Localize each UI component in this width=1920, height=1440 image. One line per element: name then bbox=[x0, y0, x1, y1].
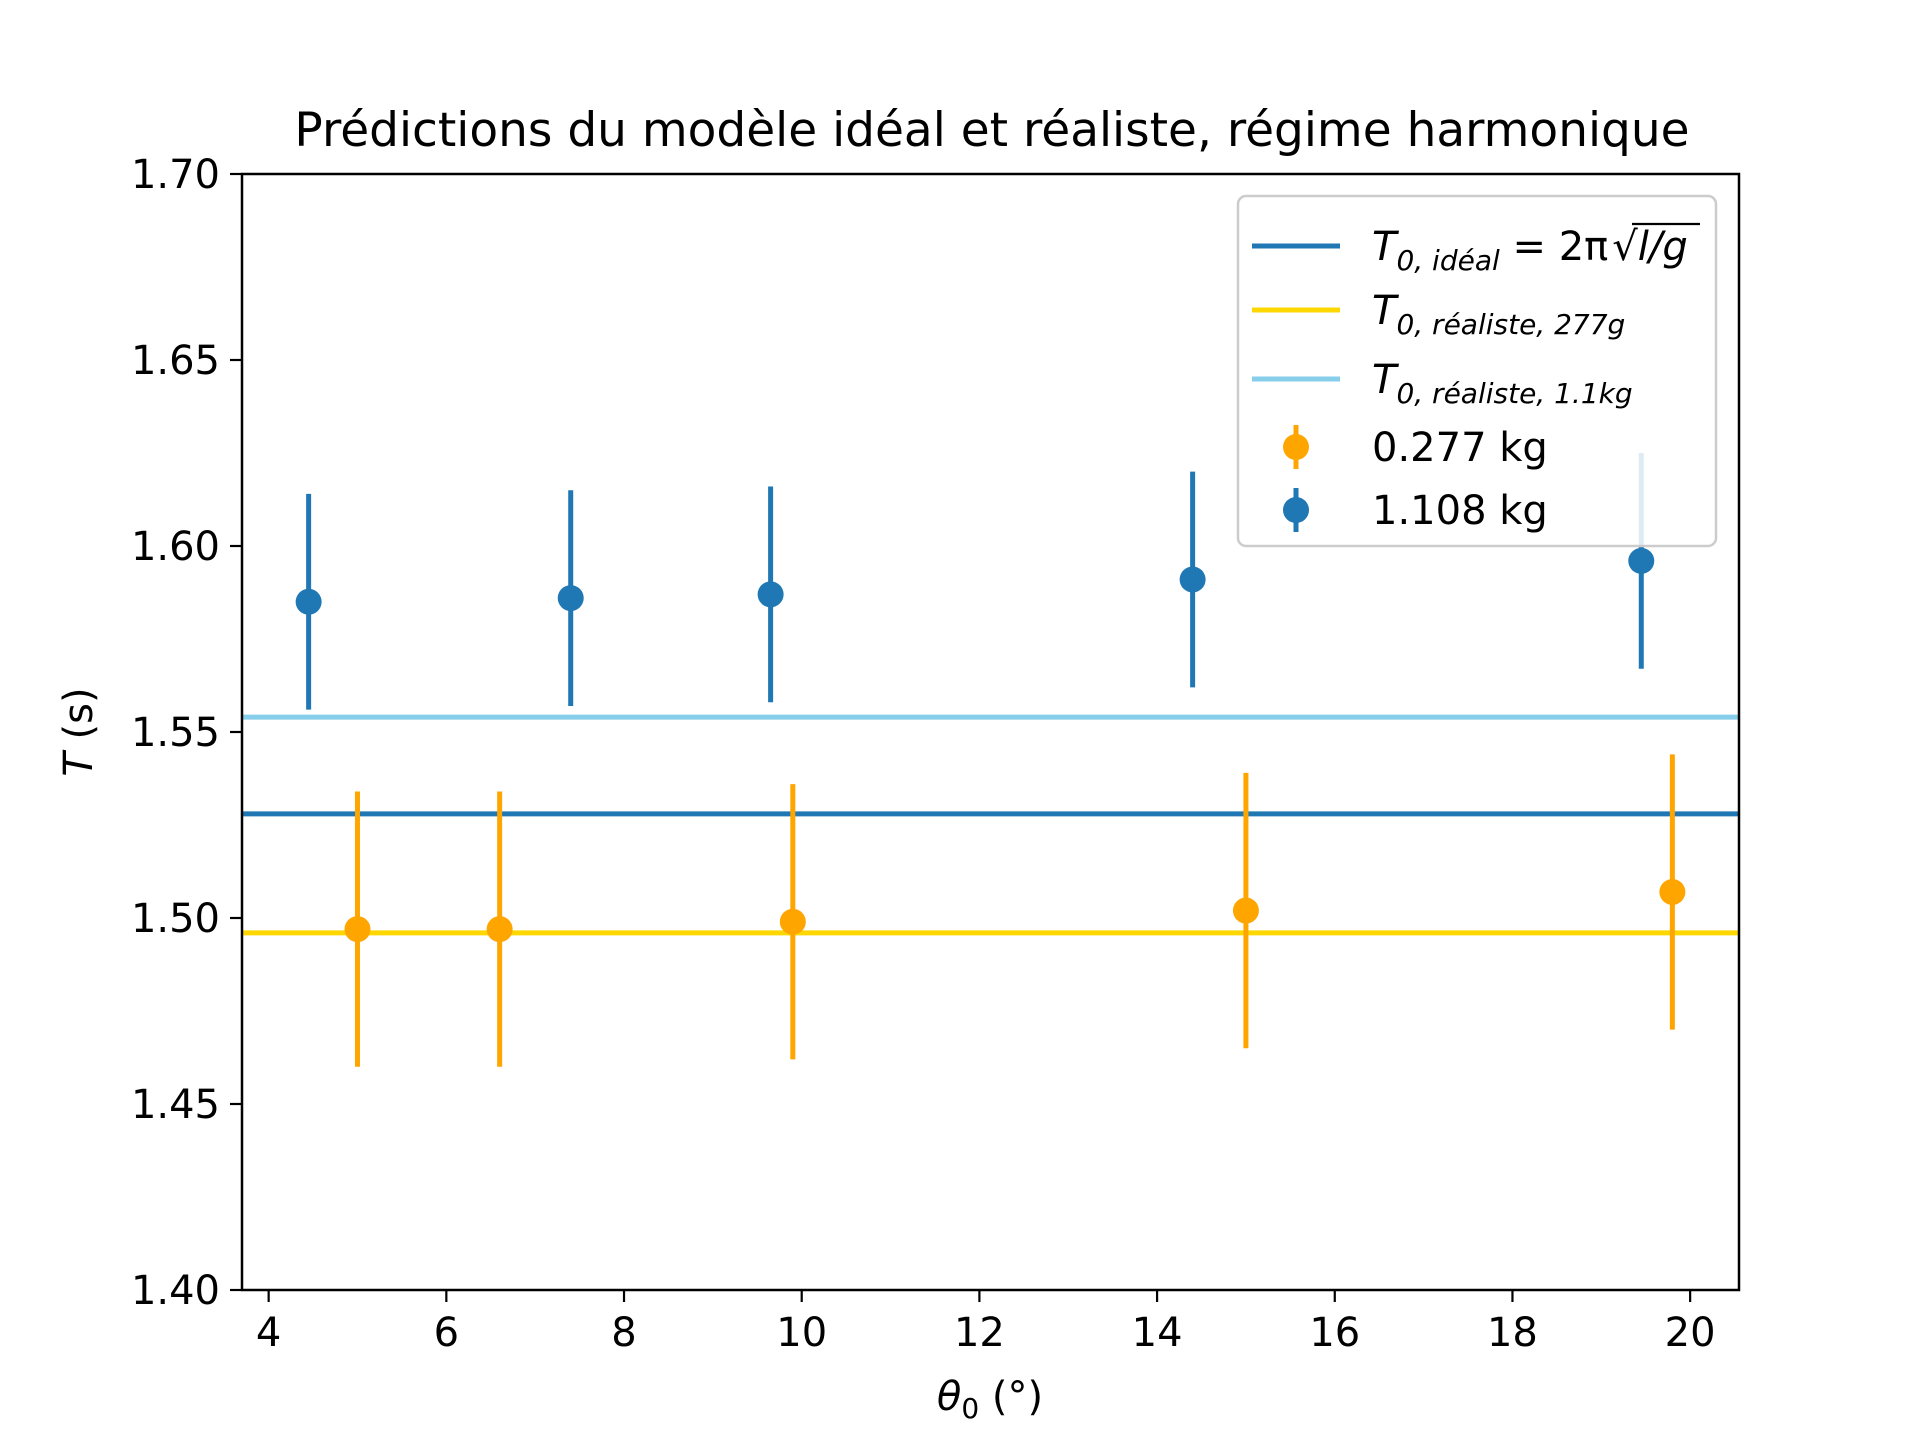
data-point bbox=[1628, 547, 1655, 574]
data-point bbox=[295, 588, 322, 615]
x-tick-label-20: 20 bbox=[1665, 1310, 1716, 1356]
x-tick-label-4: 4 bbox=[256, 1310, 281, 1356]
legend-ideal-sub: 0, idéal bbox=[1396, 244, 1500, 277]
x-axis: 4 6 8 10 12 14 16 18 20 bbox=[256, 1290, 1716, 1356]
y-tick-label-1.65: 1.65 bbox=[131, 338, 220, 384]
data-point bbox=[557, 585, 584, 612]
legend-label-1-108kg: 1.108 kg bbox=[1372, 488, 1548, 534]
legend-marker-0-277kg bbox=[1283, 425, 1309, 469]
legend-box bbox=[1236, 194, 1718, 548]
y-tick-label-1.60: 1.60 bbox=[131, 524, 220, 570]
y-tick-label-1.50: 1.50 bbox=[131, 896, 220, 942]
x-tick-label-18: 18 bbox=[1487, 1310, 1538, 1356]
y-axis: 1.40 1.45 1.50 1.55 1.60 1.65 1.70 bbox=[131, 152, 242, 1314]
data-point bbox=[1179, 566, 1206, 593]
legend-1-1kg-sub: 0, réaliste, 1.1kg bbox=[1396, 377, 1632, 410]
legend-label-realistic-277g: T0, réaliste, 277g bbox=[1372, 288, 1625, 341]
legend-277g-main: T bbox=[1372, 288, 1400, 334]
y-tick-label-1.55: 1.55 bbox=[131, 710, 220, 756]
legend-dot bbox=[1283, 497, 1309, 523]
y-tick-label-1.70: 1.70 bbox=[131, 152, 220, 198]
legend-dot bbox=[1283, 434, 1309, 460]
y-axis-title: T (s) bbox=[56, 687, 102, 776]
x-tick-label-14: 14 bbox=[1132, 1310, 1183, 1356]
legend-label-ideal-line: T0, idéal = 2π √l/g bbox=[1372, 224, 1688, 277]
data-point bbox=[1232, 897, 1259, 924]
legend-label-0-277kg: 0.277 kg bbox=[1372, 425, 1548, 471]
x-axis-title: θ0 (°) bbox=[937, 1374, 1043, 1425]
data-point bbox=[1659, 878, 1686, 905]
data-point bbox=[344, 916, 371, 943]
y-axis-unit: (s) bbox=[56, 687, 102, 752]
legend-ideal-sqrt-sign: √ bbox=[1612, 224, 1638, 270]
series-0-277-kg bbox=[344, 754, 1686, 1067]
x-tick-label-6: 6 bbox=[434, 1310, 459, 1356]
y-axis-symbol: T bbox=[56, 749, 102, 777]
legend-ideal-sqrt-content: l/g bbox=[1638, 224, 1688, 270]
legend-ideal-rest: = 2π bbox=[1500, 224, 1608, 270]
legend-ideal-main: T bbox=[1372, 224, 1400, 270]
chart-title: Prédictions du modèle idéal et réaliste,… bbox=[294, 103, 1689, 158]
data-point bbox=[486, 916, 513, 943]
x-tick-label-10: 10 bbox=[776, 1310, 827, 1356]
legend-277g-sub: 0, réaliste, 277g bbox=[1396, 308, 1625, 341]
y-tick-label-1.40: 1.40 bbox=[131, 1268, 220, 1314]
data-point bbox=[779, 908, 806, 935]
x-axis-subscript: 0 bbox=[961, 1392, 979, 1425]
legend-marker-1-108kg bbox=[1283, 488, 1309, 532]
y-tick-label-1.45: 1.45 bbox=[131, 1082, 220, 1128]
data-point bbox=[757, 581, 784, 608]
x-tick-label-8: 8 bbox=[611, 1310, 636, 1356]
legend: T0, idéal = 2π √l/g T0, réaliste, 277g T0… bbox=[1236, 194, 1718, 548]
x-tick-label-16: 16 bbox=[1309, 1310, 1360, 1356]
x-axis-symbol: θ bbox=[937, 1374, 961, 1420]
x-tick-label-12: 12 bbox=[954, 1310, 1005, 1356]
x-axis-unit: (°) bbox=[979, 1374, 1043, 1420]
legend-label-realistic-1-1kg: T0, réaliste, 1.1kg bbox=[1372, 357, 1633, 410]
legend-1-1kg-main: T bbox=[1372, 357, 1400, 403]
